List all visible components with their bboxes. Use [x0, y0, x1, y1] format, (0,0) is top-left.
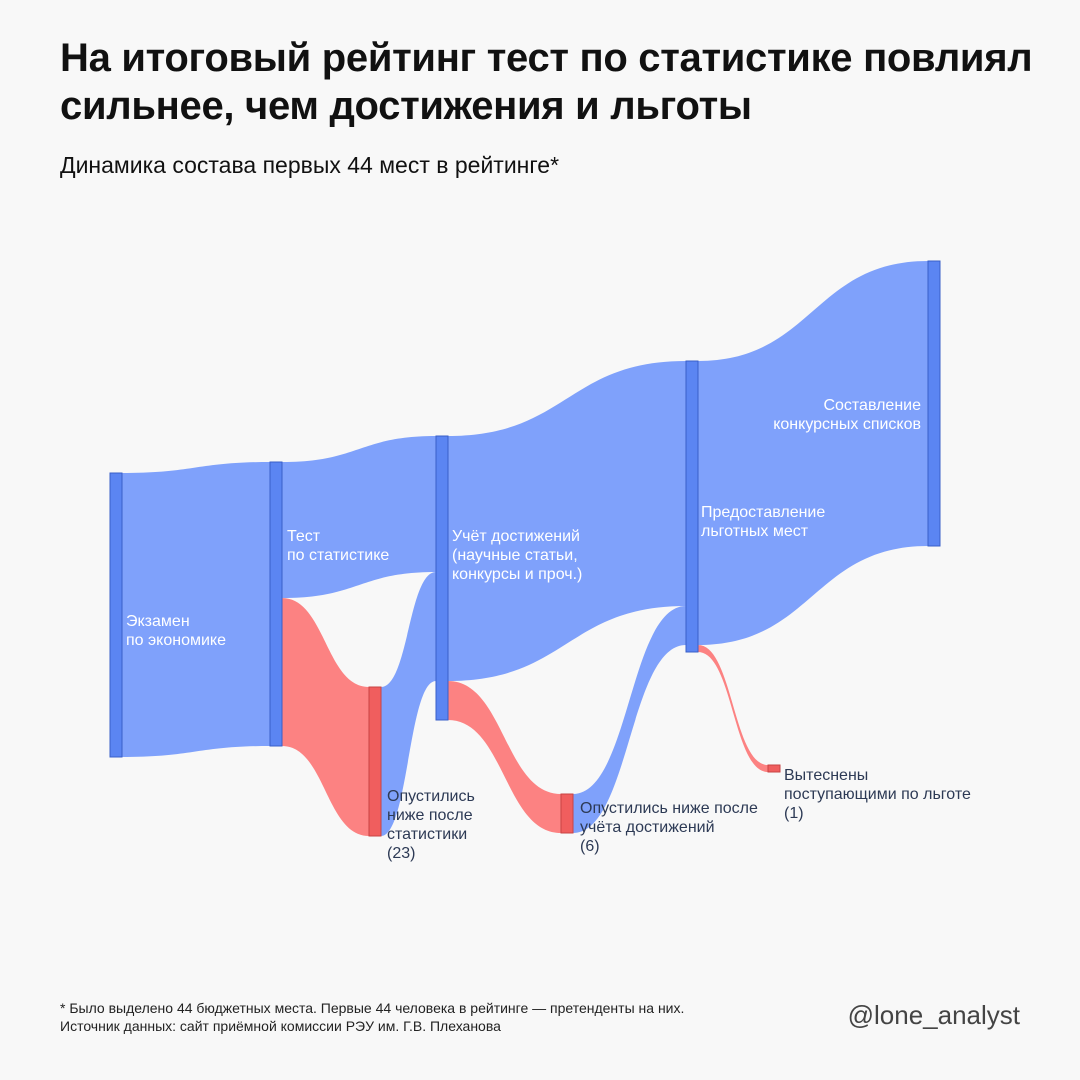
sankey-nodes	[109, 260, 941, 837]
node-final	[927, 260, 941, 547]
label-stat-line: по статистике	[287, 547, 389, 564]
node-ach	[435, 435, 449, 721]
label-drop-priv-line: поступающими по льготе	[784, 786, 971, 803]
sankey-flows	[122, 261, 928, 836]
flow-priv-to-final	[698, 261, 928, 645]
label-drop-priv-line: Вытеснены	[784, 767, 868, 784]
label-drop-ach-line: учёта достижений	[580, 819, 715, 836]
node-drop-stat	[368, 686, 382, 837]
flow-drop-ach-to-priv	[573, 606, 686, 833]
flow-priv-to-drop	[698, 645, 768, 772]
label-stat: Тест по статистике	[287, 528, 389, 564]
label-final-line: конкурсных списков	[773, 416, 921, 433]
footnote-line-1: * Было выделено 44 бюджетных места. Перв…	[60, 1000, 685, 1016]
label-ach-line: конкурсы и проч.)	[452, 566, 582, 583]
label-ach-line: (научные статьи,	[452, 547, 578, 564]
label-drop-stat: Опустились ниже после статистики (23)	[387, 788, 475, 862]
label-final-line: Составление	[823, 397, 921, 414]
label-drop-stat-line: ниже после	[387, 807, 473, 824]
label-drop-stat-line: Опустились	[387, 788, 475, 805]
flow-stat-to-drop	[282, 598, 369, 836]
flow-ach-to-drop	[448, 681, 561, 833]
label-final: Составление конкурсных списков	[773, 397, 921, 433]
label-ach-line: Учёт достижений	[452, 528, 580, 545]
label-drop-priv: Вытеснены поступающими по льготе (1)	[784, 767, 971, 822]
label-drop-ach-line: (6)	[580, 838, 600, 855]
label-ach: Учёт достижений (научные статьи, конкурсы …	[452, 528, 582, 583]
label-exam: Экзамен по экономике	[126, 613, 226, 649]
flow-exam-to-stat	[122, 462, 270, 757]
flow-ach-to-priv	[448, 361, 686, 681]
label-drop-ach: Опустились ниже после учёта достижений (6)	[580, 800, 758, 855]
label-priv: Предоставление льготных мест	[701, 504, 825, 540]
node-drop-priv	[767, 764, 781, 773]
sankey-labels: Экзамен по экономике Тест по статистике Опус…	[126, 397, 971, 862]
node-priv	[685, 360, 699, 653]
author-handle: @lone_analyst	[847, 1000, 1020, 1030]
label-drop-stat-line: статистики	[387, 826, 467, 843]
label-stat-line: Тест	[287, 528, 321, 545]
label-drop-ach-line: Опустились ниже после	[580, 800, 758, 817]
label-drop-priv-line: (1)	[784, 805, 804, 822]
footnote: * Было выделено 44 бюджетных места. Перв…	[60, 1000, 684, 1035]
page-title: На итоговый рейтинг тест по статистике п…	[60, 36, 1033, 128]
page-subtitle: Динамика состава первых 44 мест в рейтин…	[60, 152, 560, 178]
flow-stat-to-ach	[282, 436, 436, 598]
label-priv-line: Предоставление	[701, 504, 825, 521]
flow-drop-stat-to-ach	[381, 572, 436, 836]
label-exam-line: Экзамен	[126, 613, 190, 630]
node-stat	[269, 461, 283, 747]
footnote-line-2: Источник данных: сайт приёмной комиссии …	[60, 1017, 501, 1034]
label-exam-line: по экономике	[126, 632, 226, 649]
node-drop-ach	[560, 793, 574, 834]
label-drop-stat-line: (23)	[387, 845, 415, 862]
node-exam	[109, 472, 123, 758]
label-priv-line: льготных мест	[701, 523, 809, 540]
